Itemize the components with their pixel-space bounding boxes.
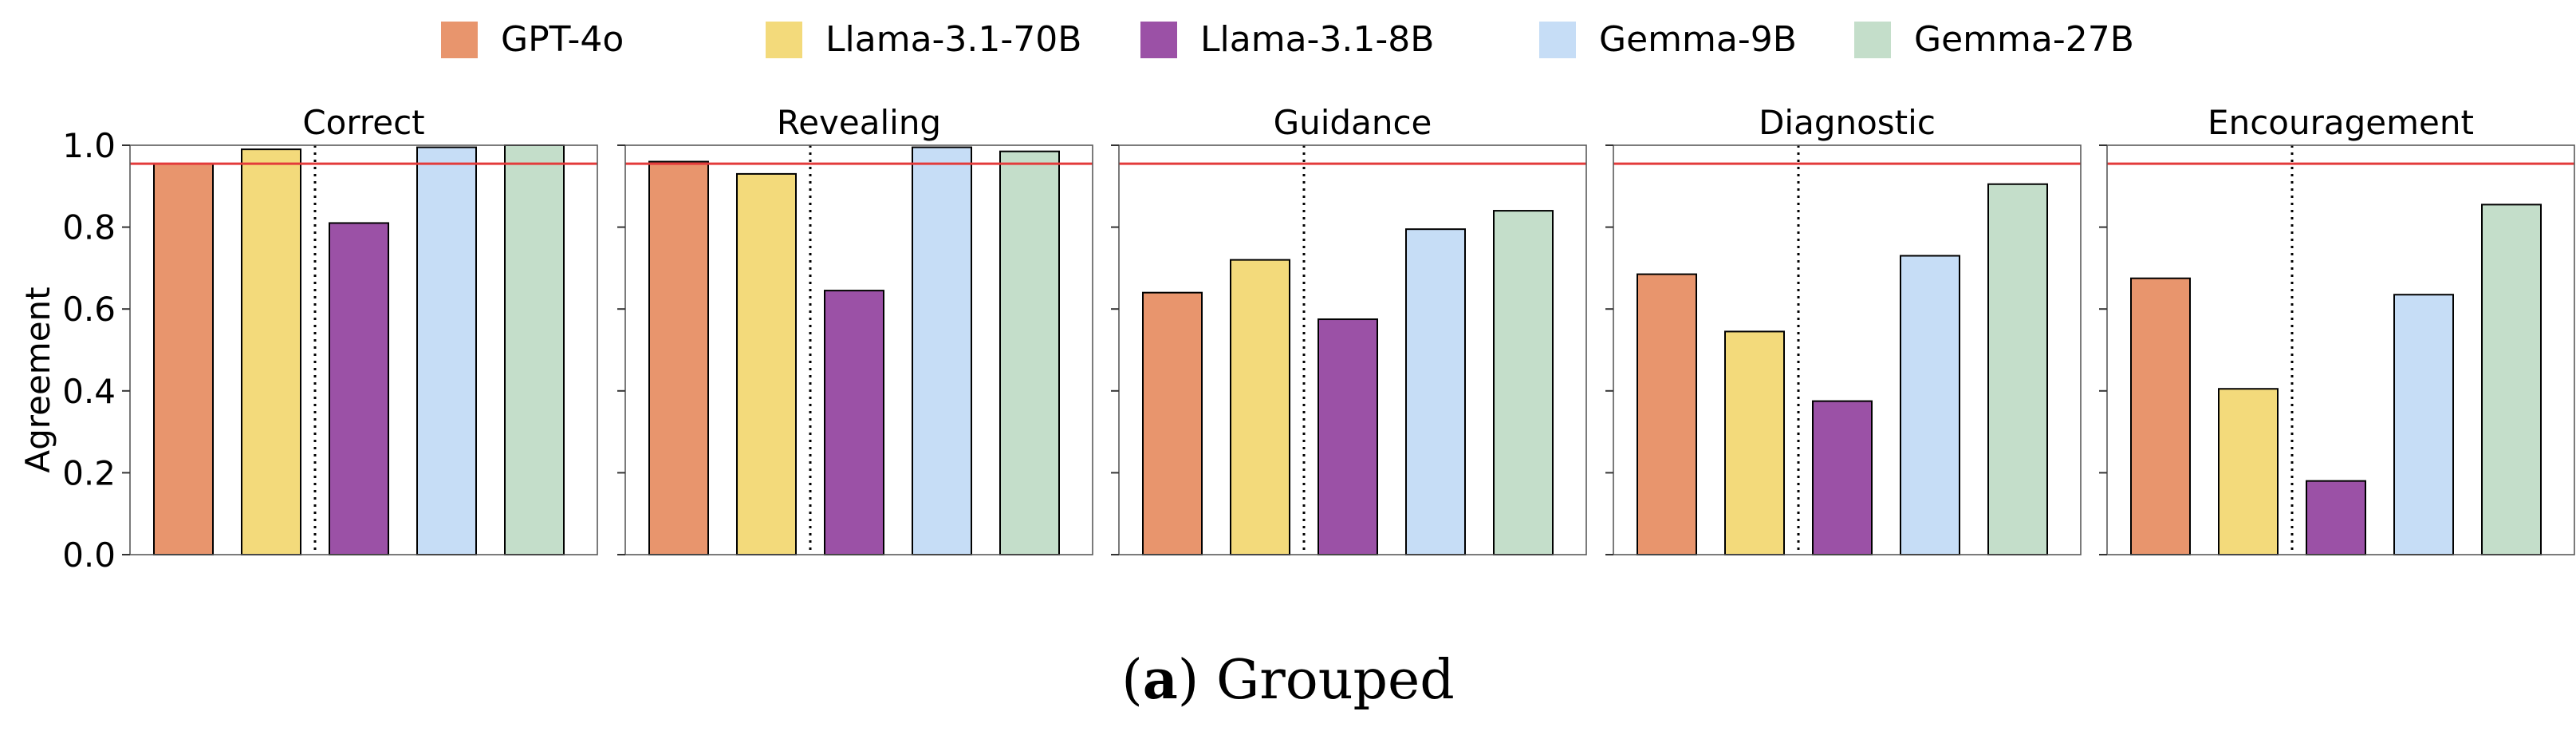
panel-frame xyxy=(2106,144,2575,555)
legend-label: Gemma-9B xyxy=(1599,19,1797,60)
panel-frame xyxy=(1118,144,1587,555)
panel-frame xyxy=(1613,144,2082,555)
bar-llama-3-1-70b xyxy=(2218,388,2279,555)
legend-swatch xyxy=(441,22,478,58)
legend-swatch xyxy=(1539,22,1576,58)
y-tick-label: 0.0 xyxy=(62,535,116,575)
legend-item: Gemma-9B xyxy=(1539,19,1797,60)
legend-item: GPT-4o xyxy=(441,19,624,60)
panel-correct: Correct 0.0 0.2 0.4 0.6 0.8 1.0 xyxy=(62,103,598,575)
panel-title: Correct xyxy=(302,103,424,142)
bar-gpt-4o xyxy=(2130,277,2191,555)
y-tick-label: 0.8 xyxy=(62,208,116,247)
panel-guidance: Guidance xyxy=(1111,103,1587,555)
bar-gpt-4o xyxy=(648,160,709,556)
bar-gemma-9b xyxy=(1405,228,1466,555)
bar-gpt-4o xyxy=(153,163,214,556)
panel-title: Revealing xyxy=(777,103,941,142)
caption-text: Grouped xyxy=(1216,649,1455,712)
panel-title: Diagnostic xyxy=(1759,103,1936,142)
bar-gemma-9b xyxy=(2393,294,2454,555)
panel-diagnostic: Diagnostic xyxy=(1605,103,2082,556)
panel-encouragement: Encouragement xyxy=(2099,103,2575,555)
caption-open-paren: ( xyxy=(1121,649,1143,712)
bar-gemma-27b xyxy=(999,150,1060,555)
y-tick-label: 0.6 xyxy=(62,290,116,329)
legend: GPT-4o Llama-3.1-70B Llama-3.1-8B Gemma-9B G… xyxy=(441,19,2134,60)
legend-label: GPT-4o xyxy=(501,19,624,60)
bar-llama-3-1-70b xyxy=(1724,330,1785,555)
legend-label: Gemma-27B xyxy=(1914,19,2134,60)
bar-llama-3-1-8b xyxy=(1812,400,1873,555)
legend-label: Llama-3.1-8B xyxy=(1200,19,1434,60)
figure-caption: (a) Grouped xyxy=(1121,648,1455,712)
bar-gemma-27b xyxy=(504,144,565,555)
bar-gemma-9b xyxy=(1900,255,1960,555)
bar-llama-3-1-70b xyxy=(736,172,797,555)
bar-gpt-4o xyxy=(1637,273,1697,555)
bar-gemma-9b xyxy=(416,146,477,555)
panel-title: Encouragement xyxy=(2208,103,2474,142)
bar-llama-3-1-70b xyxy=(241,148,301,555)
legend-swatch xyxy=(1140,22,1177,58)
legend-swatch xyxy=(766,22,802,58)
legend-item: Gemma-27B xyxy=(1854,19,2134,60)
legend-item: Llama-3.1-70B xyxy=(766,19,1081,60)
caption-close-paren: ) xyxy=(1178,649,1216,712)
panel-frame xyxy=(624,144,1093,555)
bar-gemma-27b xyxy=(2481,204,2542,555)
legend-swatch xyxy=(1854,22,1891,58)
bar-llama-3-1-8b xyxy=(329,222,389,555)
y-tick-label: 0.4 xyxy=(62,372,116,411)
y-tick-label: 1.0 xyxy=(62,126,116,165)
bar-llama-3-1-70b xyxy=(1230,259,1290,555)
bar-gemma-27b xyxy=(1987,183,2048,556)
y-axis-label: Agreement xyxy=(18,287,57,472)
panel-frame xyxy=(129,144,598,555)
bar-gemma-27b xyxy=(1493,210,1554,555)
panel-revealing: Revealing xyxy=(617,103,1093,556)
bar-llama-3-1-8b xyxy=(1318,318,1378,555)
y-tick-label: 0.2 xyxy=(62,453,116,492)
bar-llama-3-1-8b xyxy=(2306,480,2366,555)
legend-label: Llama-3.1-70B xyxy=(825,19,1081,60)
legend-item: Llama-3.1-8B xyxy=(1140,19,1434,60)
bar-gemma-9b xyxy=(912,146,972,555)
bar-gpt-4o xyxy=(1142,291,1203,555)
caption-letter: a xyxy=(1143,648,1178,712)
bar-llama-3-1-8b xyxy=(824,290,884,555)
panel-title: Guidance xyxy=(1274,103,1432,142)
chart-panels: Correct 0.0 0.2 0.4 0.6 0.8 1.0 Revealing Guidan… xyxy=(62,103,2575,575)
